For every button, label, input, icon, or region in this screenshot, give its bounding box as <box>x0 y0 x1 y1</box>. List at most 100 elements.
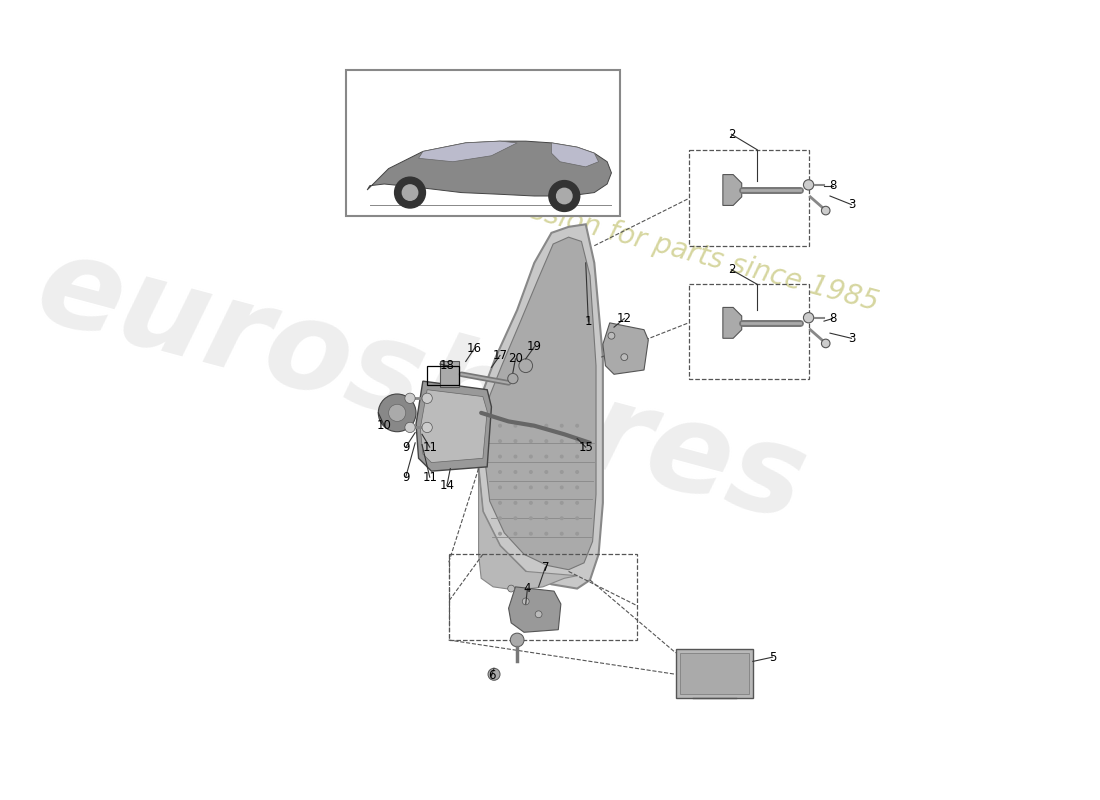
Circle shape <box>560 533 563 535</box>
Circle shape <box>560 440 563 442</box>
Text: 2: 2 <box>728 263 735 276</box>
Circle shape <box>544 533 548 535</box>
Text: 16: 16 <box>466 342 482 355</box>
Circle shape <box>557 188 572 204</box>
Circle shape <box>576 517 579 519</box>
Text: 3: 3 <box>848 332 855 345</box>
Circle shape <box>498 455 502 458</box>
Text: 12: 12 <box>617 312 631 325</box>
Polygon shape <box>723 307 741 338</box>
Circle shape <box>514 533 517 535</box>
Circle shape <box>529 470 532 474</box>
Circle shape <box>576 470 579 474</box>
Circle shape <box>576 502 579 504</box>
Circle shape <box>608 332 615 339</box>
Circle shape <box>576 440 579 442</box>
Polygon shape <box>416 381 492 471</box>
Circle shape <box>576 533 579 535</box>
Text: 9: 9 <box>402 470 409 484</box>
Circle shape <box>576 455 579 458</box>
Circle shape <box>388 404 406 422</box>
Bar <box>680 653 749 694</box>
Circle shape <box>544 440 548 442</box>
Text: 2: 2 <box>728 128 735 141</box>
Circle shape <box>514 517 517 519</box>
Text: 11: 11 <box>422 441 437 454</box>
Circle shape <box>510 633 524 647</box>
Circle shape <box>544 455 548 458</box>
Polygon shape <box>478 224 603 589</box>
Circle shape <box>549 181 580 211</box>
Circle shape <box>529 486 532 489</box>
Text: 18: 18 <box>439 359 454 372</box>
Text: 5: 5 <box>769 650 777 664</box>
Text: 10: 10 <box>377 419 392 432</box>
Circle shape <box>403 185 418 200</box>
Circle shape <box>544 502 548 504</box>
Circle shape <box>560 470 563 474</box>
Circle shape <box>522 598 529 605</box>
Text: 11: 11 <box>422 470 437 484</box>
Bar <box>689 150 808 246</box>
Text: 3: 3 <box>848 198 855 211</box>
Circle shape <box>498 440 502 442</box>
Bar <box>449 554 637 640</box>
Bar <box>440 362 459 387</box>
Text: 8: 8 <box>829 179 836 192</box>
Circle shape <box>405 422 415 433</box>
Polygon shape <box>508 587 561 632</box>
Circle shape <box>529 517 532 519</box>
Circle shape <box>529 425 532 427</box>
Circle shape <box>529 502 532 504</box>
Circle shape <box>514 425 517 427</box>
Circle shape <box>529 533 532 535</box>
Bar <box>345 70 620 216</box>
Text: 4: 4 <box>524 582 531 595</box>
Circle shape <box>498 425 502 427</box>
Text: 14: 14 <box>439 479 454 492</box>
Circle shape <box>498 486 502 489</box>
Circle shape <box>519 359 532 373</box>
Circle shape <box>803 180 814 190</box>
Circle shape <box>544 517 548 519</box>
Text: a passion for parts since 1985: a passion for parts since 1985 <box>470 182 882 317</box>
Bar <box>427 366 459 385</box>
Circle shape <box>803 313 814 323</box>
Circle shape <box>378 394 416 432</box>
Polygon shape <box>367 141 612 196</box>
Circle shape <box>544 486 548 489</box>
Polygon shape <box>723 174 741 206</box>
Circle shape <box>576 486 579 489</box>
Text: euroshares: euroshares <box>24 226 818 547</box>
Circle shape <box>576 425 579 427</box>
Polygon shape <box>485 237 596 570</box>
Circle shape <box>514 502 517 504</box>
Bar <box>689 284 808 378</box>
Circle shape <box>488 668 501 680</box>
Circle shape <box>514 455 517 458</box>
Circle shape <box>529 455 532 458</box>
Circle shape <box>544 425 548 427</box>
Circle shape <box>422 422 432 433</box>
Circle shape <box>498 470 502 474</box>
Circle shape <box>508 374 518 384</box>
Circle shape <box>498 502 502 504</box>
Text: 17: 17 <box>493 349 507 362</box>
Text: 6: 6 <box>487 670 495 682</box>
Bar <box>675 649 752 698</box>
Text: 9: 9 <box>402 441 409 454</box>
Circle shape <box>514 486 517 489</box>
Circle shape <box>560 502 563 504</box>
Text: 20: 20 <box>508 352 522 366</box>
Circle shape <box>405 393 415 403</box>
Circle shape <box>620 354 628 361</box>
Text: 7: 7 <box>541 561 549 574</box>
Polygon shape <box>603 323 648 374</box>
Circle shape <box>498 533 502 535</box>
Circle shape <box>544 470 548 474</box>
Circle shape <box>560 486 563 489</box>
Circle shape <box>529 440 532 442</box>
Text: 15: 15 <box>579 441 593 454</box>
Circle shape <box>822 206 830 215</box>
Text: 19: 19 <box>527 340 542 354</box>
